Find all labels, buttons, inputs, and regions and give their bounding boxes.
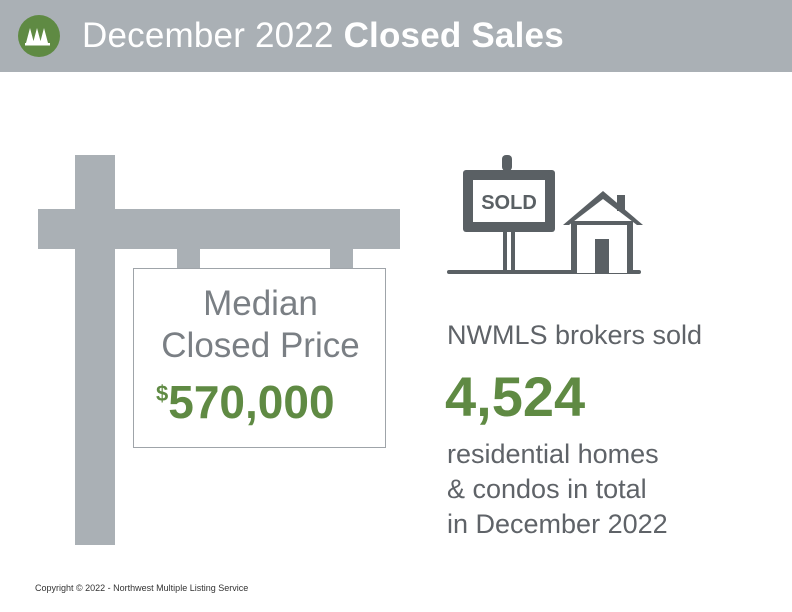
median-price-sign: Median Closed Price $570,000	[133, 268, 386, 448]
header-bar: December 2022 Closed Sales	[0, 0, 792, 72]
stat-desc-line1: residential homes	[447, 439, 659, 469]
copyright-notice: Copyright © 2022 - Northwest Multiple Li…	[35, 583, 249, 593]
currency-symbol: $	[156, 381, 169, 406]
sign-hanger-right	[330, 249, 353, 269]
title-month: December 2022	[82, 16, 334, 55]
stat-intro-text: NWMLS brokers sold	[447, 320, 703, 350]
sold-sign-house-icon: SOLD	[447, 155, 643, 274]
stat-desc-line3: in December 2022	[447, 509, 668, 539]
median-label-line1: Median	[203, 284, 318, 323]
sold-label: SOLD	[481, 192, 537, 214]
sign-hanger-left	[177, 249, 200, 269]
sign-post-graphic	[38, 155, 400, 545]
nwmls-trees-icon	[18, 15, 60, 57]
median-label-line2: Closed Price	[161, 326, 360, 365]
page-title: December 2022 Closed Sales	[82, 14, 564, 58]
median-price-label: Median Closed Price	[134, 283, 387, 367]
homes-sold-count: 4,524	[445, 365, 586, 428]
median-price-value: $570,000	[156, 379, 335, 425]
price-amount: 570,000	[168, 376, 335, 428]
sign-post-crossbar	[38, 209, 400, 249]
stat-description: residential homes & condos in total in D…	[447, 437, 767, 542]
title-section: Closed Sales	[343, 16, 564, 55]
stat-desc-line2: & condos in total	[447, 474, 647, 504]
